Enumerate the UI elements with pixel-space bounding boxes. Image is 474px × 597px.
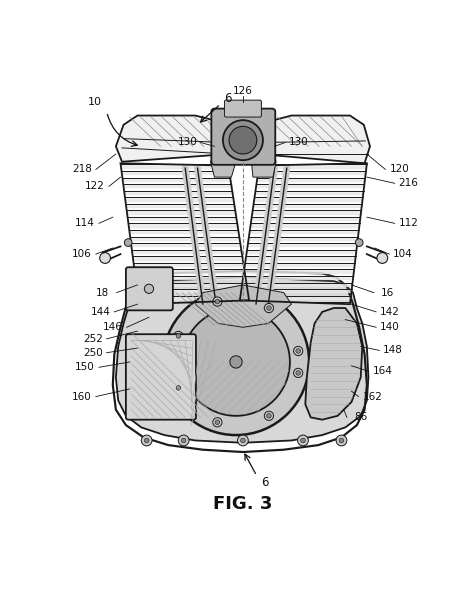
Circle shape [213,418,222,427]
Circle shape [264,411,273,420]
Circle shape [293,346,303,356]
Circle shape [230,356,242,368]
Text: 144: 144 [91,307,110,317]
Text: 86: 86 [354,413,367,422]
Circle shape [124,239,132,247]
Circle shape [266,414,271,418]
Text: 142: 142 [380,307,400,317]
Circle shape [178,435,189,446]
Polygon shape [116,277,368,443]
Circle shape [339,438,344,443]
Text: 16: 16 [381,288,394,298]
Circle shape [377,253,388,263]
Text: 106: 106 [72,249,92,259]
Text: 148: 148 [383,346,403,355]
Circle shape [266,306,271,310]
FancyBboxPatch shape [126,334,196,420]
Text: 160: 160 [72,392,92,402]
Circle shape [176,386,181,390]
Circle shape [264,303,273,313]
Text: 6: 6 [261,476,268,490]
Circle shape [229,127,257,154]
Polygon shape [257,116,370,163]
Circle shape [301,438,305,443]
Text: 10: 10 [88,97,102,107]
Circle shape [223,120,263,160]
Text: 162: 162 [362,392,382,402]
Circle shape [182,308,290,416]
Circle shape [356,239,363,247]
Polygon shape [305,308,362,420]
Text: 130: 130 [178,137,197,147]
Text: 112: 112 [399,219,419,228]
Circle shape [296,349,301,353]
Text: 146: 146 [103,322,123,333]
Text: 164: 164 [373,366,392,376]
Text: 120: 120 [389,164,409,174]
Circle shape [176,334,181,338]
Text: 18: 18 [96,288,109,298]
Circle shape [174,383,183,392]
Text: 216: 216 [399,179,419,188]
Text: FIG. 3: FIG. 3 [213,496,273,513]
Circle shape [336,435,347,446]
Circle shape [174,331,183,340]
Circle shape [298,435,309,446]
FancyBboxPatch shape [211,109,275,165]
Circle shape [145,284,154,293]
Polygon shape [116,116,231,162]
Circle shape [215,299,219,304]
Circle shape [141,435,152,446]
Text: 250: 250 [83,347,103,358]
Circle shape [213,297,222,306]
FancyBboxPatch shape [126,267,173,310]
Polygon shape [210,150,236,177]
Circle shape [182,438,186,443]
Text: 140: 140 [380,322,400,333]
Text: 114: 114 [75,219,95,228]
Circle shape [215,420,219,424]
Text: 126: 126 [233,86,253,96]
Circle shape [293,368,303,377]
Text: 218: 218 [72,164,92,174]
Text: 104: 104 [393,249,413,259]
Circle shape [145,438,149,443]
Text: 252: 252 [83,334,103,344]
Circle shape [296,371,301,375]
Polygon shape [195,285,292,327]
Circle shape [241,438,245,443]
Circle shape [237,435,248,446]
Text: 122: 122 [85,181,105,192]
Polygon shape [251,150,276,177]
FancyBboxPatch shape [225,100,261,117]
Circle shape [100,253,110,263]
Text: 130: 130 [289,137,309,147]
Circle shape [163,289,309,435]
Text: 150: 150 [75,362,95,373]
Text: 6: 6 [225,92,232,105]
